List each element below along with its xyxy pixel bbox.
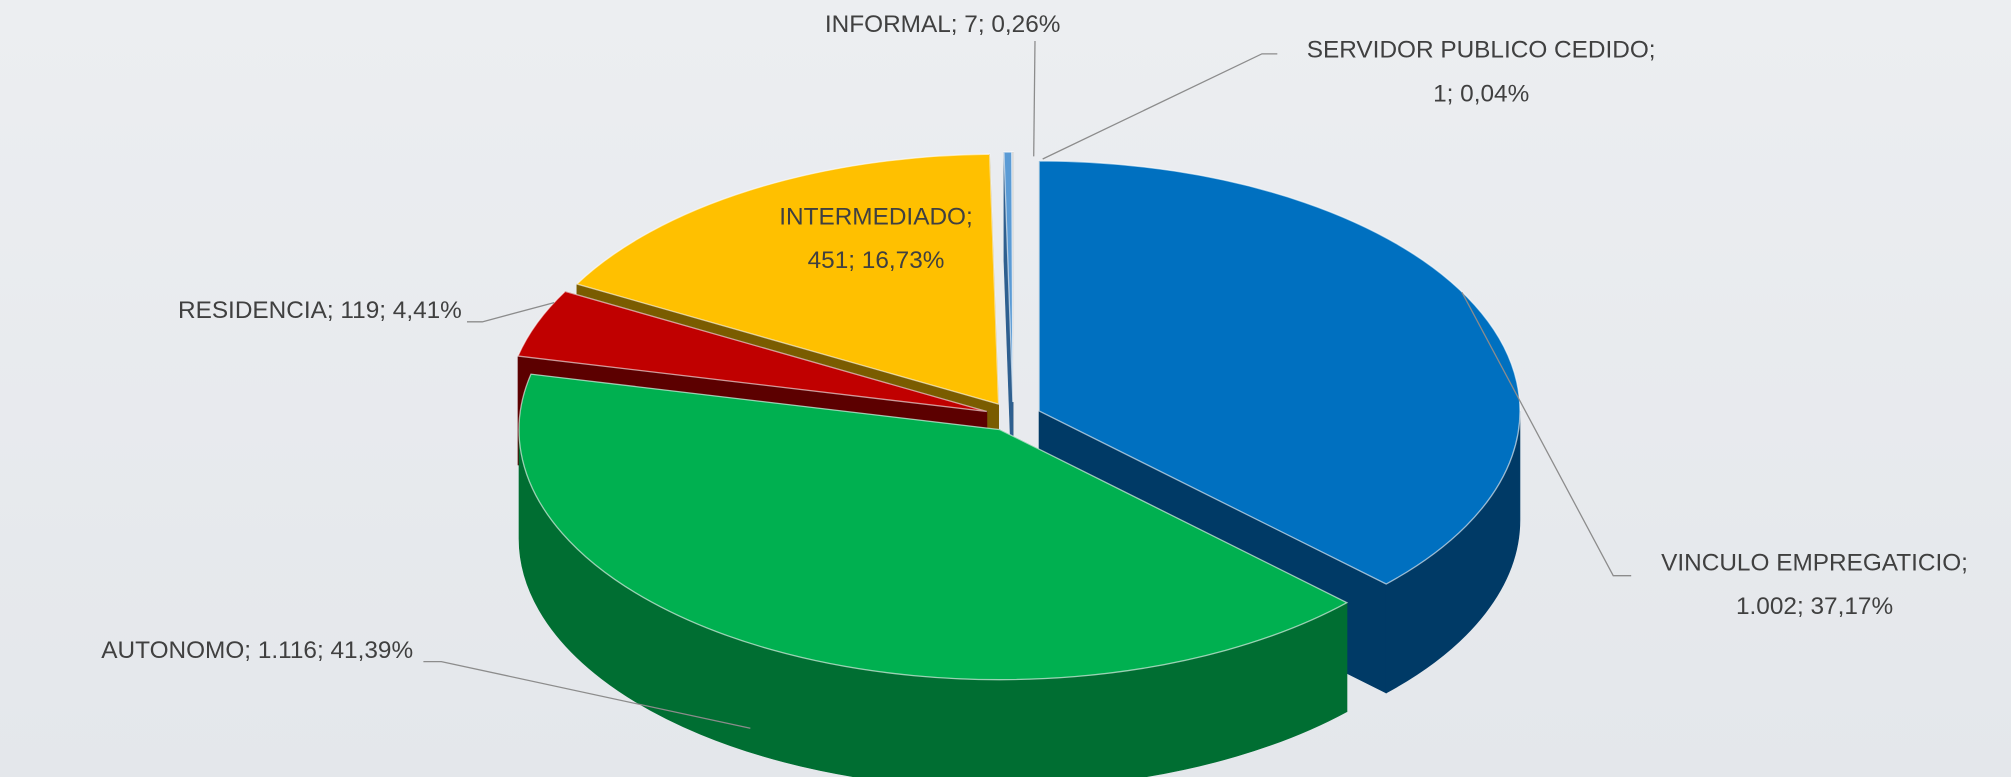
slice [1011, 151, 1014, 403]
leader-line [423, 660, 751, 729]
data-label: 451; 16,73% [808, 247, 945, 274]
slice [1038, 160, 1521, 585]
leader-line [466, 301, 555, 323]
data-label: SERVIDOR PUBLICO CEDIDO; [1307, 37, 1656, 64]
data-label: VINCULO EMPREGATICIO; [1661, 550, 1968, 577]
data-labels: VINCULO EMPREGATICIO; 1.002; 37,17% AUTONO… [101, 11, 1968, 664]
leader-line [1033, 41, 1036, 157]
data-label: RESIDENCIA; 119; 4,41% [178, 297, 462, 324]
data-label: 1; 0,04% [1433, 80, 1529, 107]
leader-lines [423, 41, 1632, 729]
leader-line [1461, 292, 1632, 577]
slice [518, 373, 1349, 681]
data-label: INTERMEDIADO; [779, 203, 973, 230]
slice [575, 153, 1000, 406]
data-label: INFORMAL; 7; 0,26% [825, 11, 1061, 38]
data-label: 1.002; 37,17% [1736, 593, 1893, 620]
data-label: AUTONOMO; 1.116; 41,39% [101, 637, 413, 664]
leader-line [1042, 53, 1278, 160]
slice [517, 290, 987, 413]
pie [517, 151, 1521, 777]
